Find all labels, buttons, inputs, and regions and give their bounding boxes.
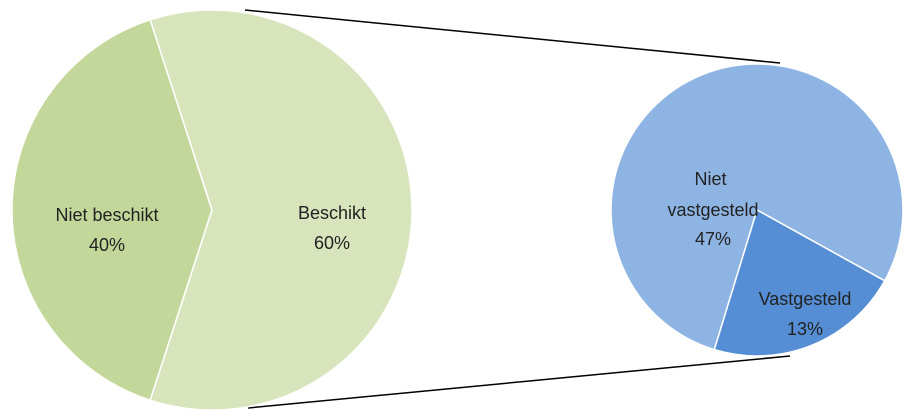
slice-value-label: 13% <box>787 319 823 339</box>
connector-line <box>247 355 791 409</box>
pie-slice <box>610 63 904 351</box>
slice-label: Beschikt <box>298 203 366 223</box>
slice-value-label: 40% <box>89 235 125 255</box>
pie-slice <box>149 9 413 411</box>
connector-line <box>244 9 781 64</box>
slice-value-label: 60% <box>314 233 350 253</box>
slice-label: Niet beschikt <box>55 205 158 225</box>
pie-slice <box>11 18 213 402</box>
pie-slice <box>713 208 886 357</box>
slice-label: Niet vastgesteld <box>667 169 758 220</box>
slice-label: Vastgesteld <box>759 289 852 309</box>
slice-value-label: 47% <box>695 229 731 249</box>
